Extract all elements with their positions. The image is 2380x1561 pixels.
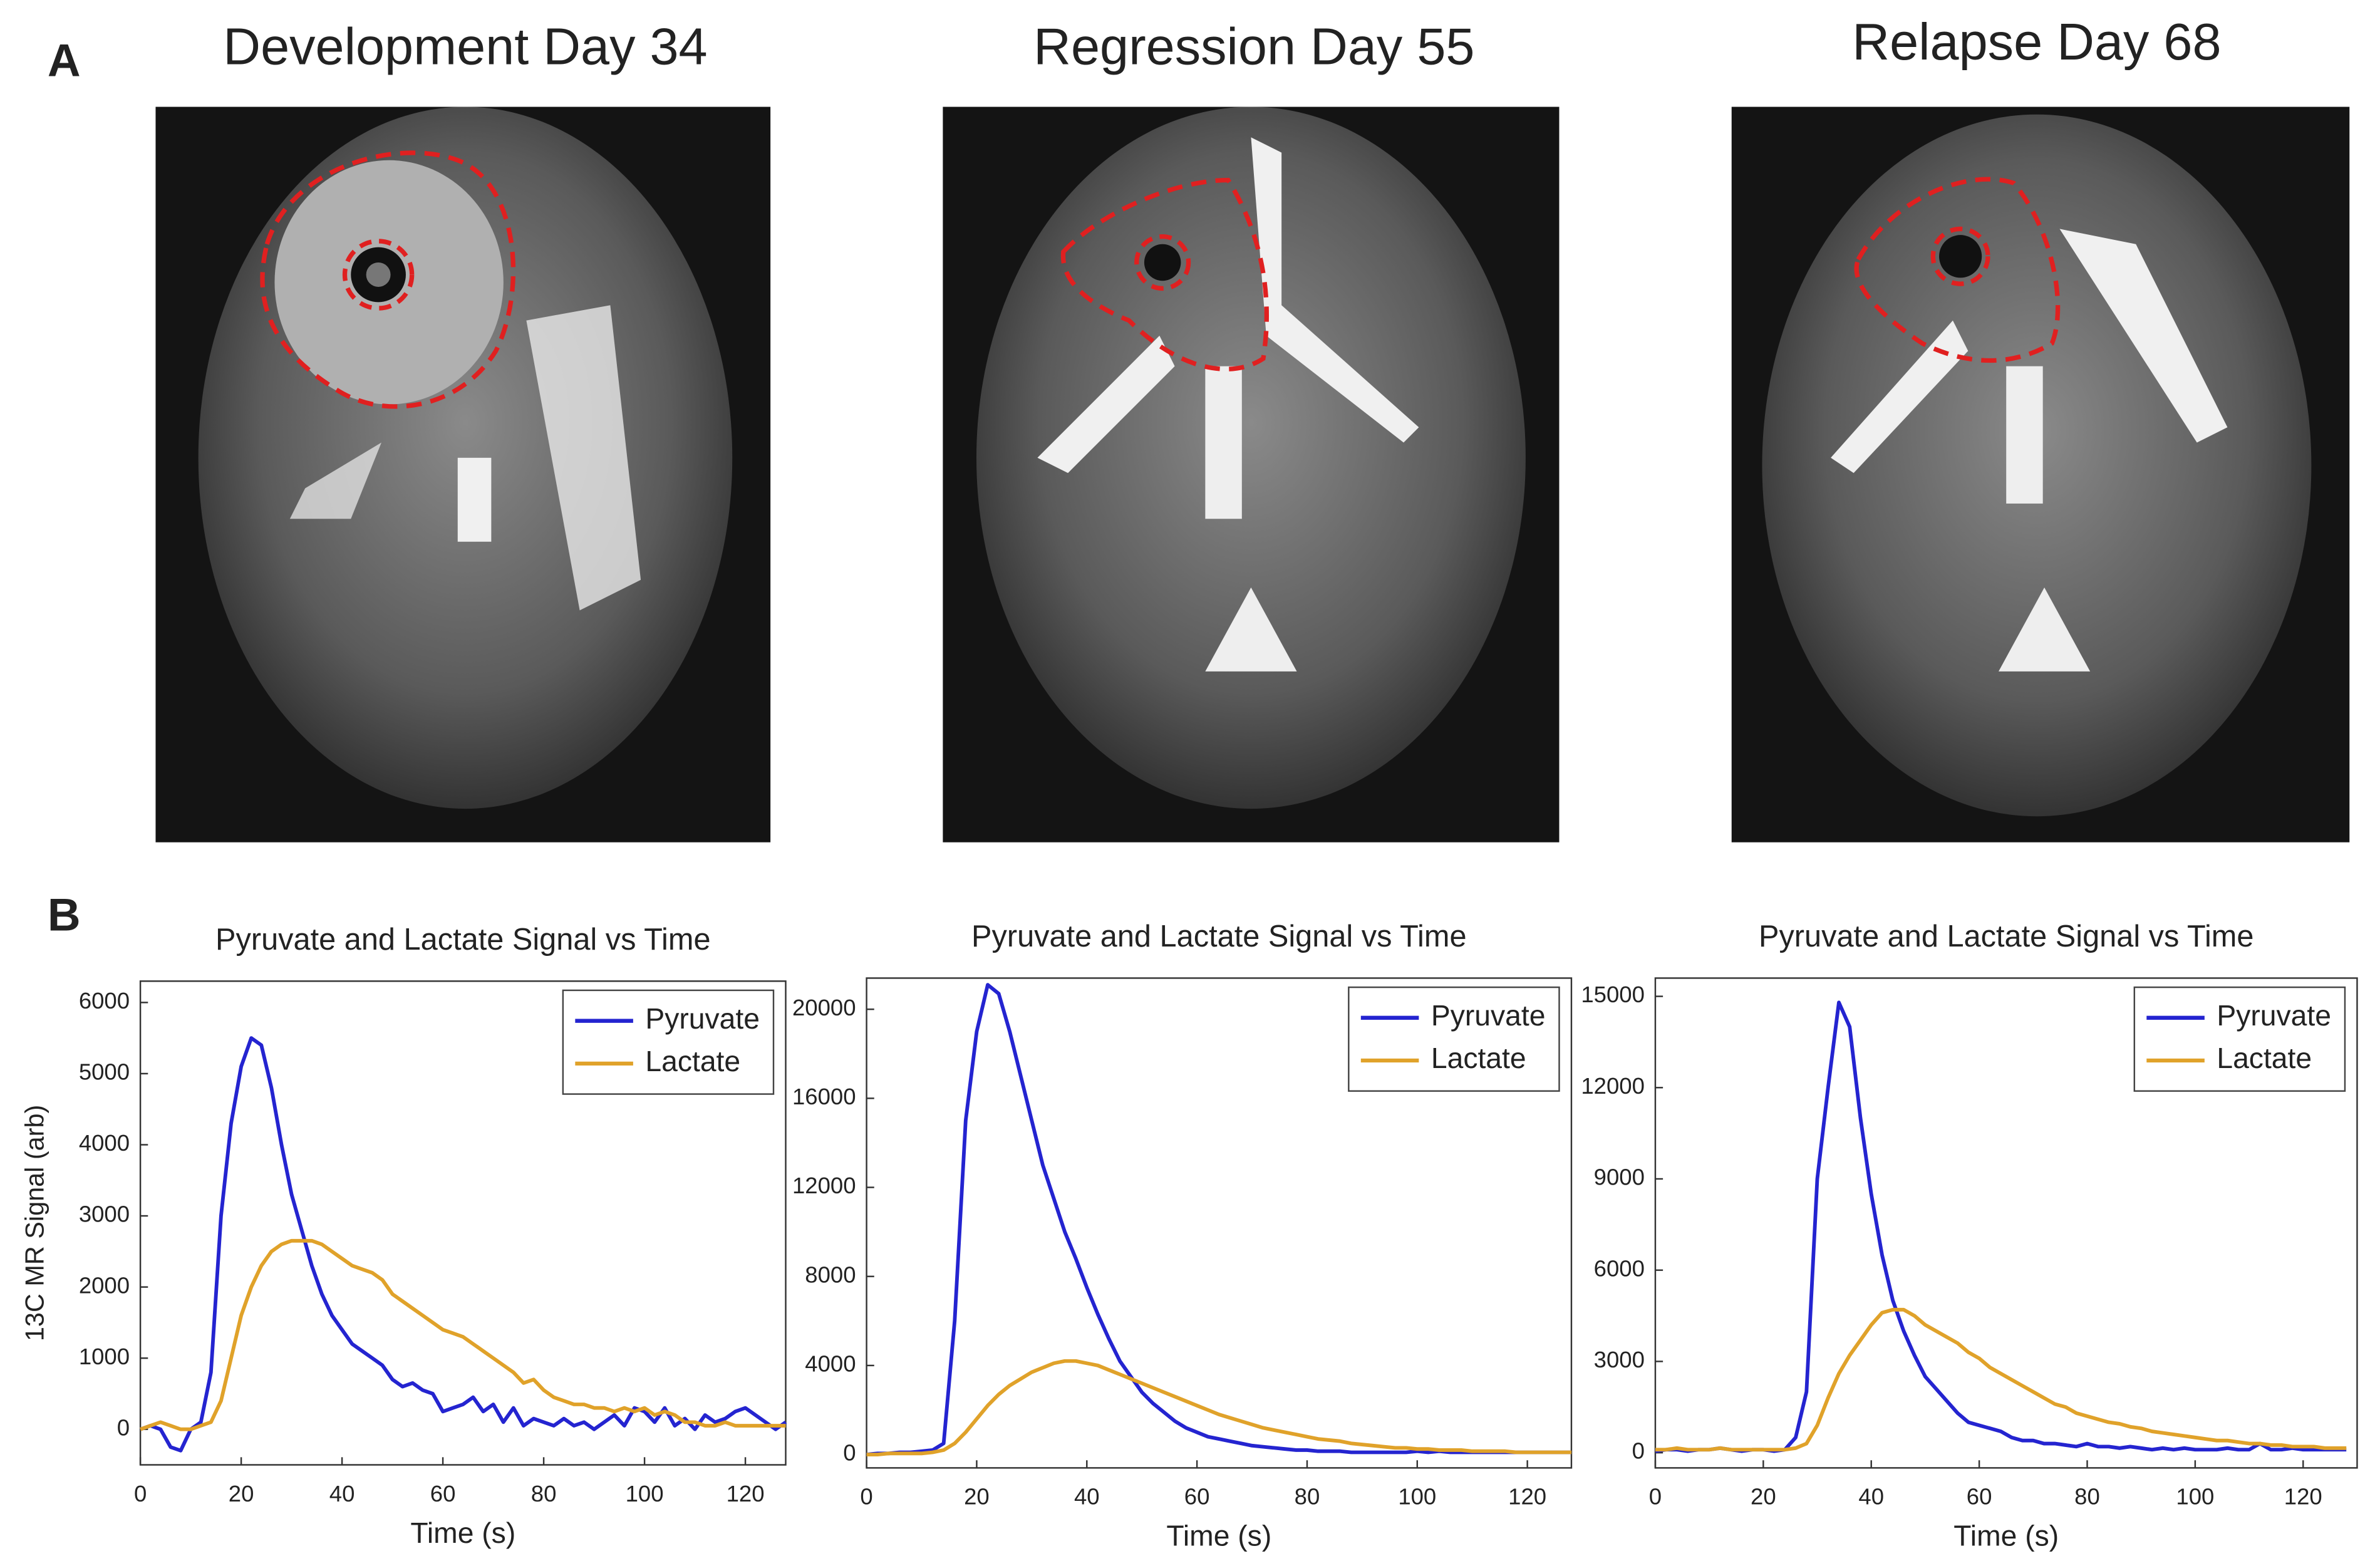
series-line bbox=[140, 1238, 786, 1431]
x-axis-label: Time (s) bbox=[410, 1517, 515, 1549]
y-tick-label: 0 bbox=[1632, 1438, 1645, 1464]
x-tick-label: 60 bbox=[1967, 1484, 1992, 1510]
y-tick-label: 6000 bbox=[1594, 1255, 1645, 1281]
x-tick-label: 120 bbox=[2284, 1484, 2322, 1510]
series-line bbox=[140, 1036, 787, 1453]
legend-label: Lactate bbox=[2217, 1042, 2312, 1074]
x-tick-label: 100 bbox=[626, 1481, 664, 1507]
panel-label: B bbox=[48, 890, 81, 941]
legend-label: Pyruvate bbox=[645, 1002, 760, 1035]
y-tick-label: 16000 bbox=[792, 1084, 856, 1109]
x-axis-label: Time (s) bbox=[1953, 1520, 2059, 1552]
y-tick-label: 2000 bbox=[79, 1272, 130, 1298]
x-tick-label: 40 bbox=[329, 1481, 355, 1507]
series-line bbox=[866, 1359, 1571, 1456]
x-tick-label: 20 bbox=[229, 1481, 254, 1507]
y-tick-label: 0 bbox=[843, 1440, 856, 1466]
legend-box bbox=[562, 989, 775, 1095]
y-tick-label: 4000 bbox=[79, 1130, 130, 1156]
y-tick-label: 12000 bbox=[792, 1173, 856, 1198]
y-tick-label: 3000 bbox=[79, 1201, 130, 1227]
image-title: Development Day 34 bbox=[223, 17, 707, 75]
legend-box bbox=[2133, 986, 2346, 1092]
y-tick-label: 5000 bbox=[79, 1059, 130, 1085]
x-tick-label: 60 bbox=[1184, 1484, 1210, 1510]
y-tick-label: 3000 bbox=[1594, 1347, 1645, 1372]
x-axis-label: Time (s) bbox=[1166, 1520, 1271, 1552]
y-tick-label: 6000 bbox=[79, 988, 130, 1014]
mri-image bbox=[943, 106, 1560, 843]
x-tick-label: 20 bbox=[1751, 1484, 1776, 1510]
x-tick-label: 80 bbox=[531, 1481, 557, 1507]
series-line bbox=[1655, 1307, 2347, 1452]
x-tick-label: 80 bbox=[2074, 1484, 2100, 1510]
legend-label: Pyruvate bbox=[1431, 999, 1546, 1032]
image-title: Regression Day 55 bbox=[1033, 17, 1474, 75]
x-tick-label: 0 bbox=[860, 1484, 872, 1510]
y-tick-label: 4000 bbox=[805, 1351, 856, 1377]
panel-label: A bbox=[48, 36, 81, 86]
legend-box bbox=[1348, 986, 1560, 1092]
x-tick-label: 40 bbox=[1074, 1484, 1100, 1510]
legend-label: Lactate bbox=[1431, 1042, 1526, 1074]
x-tick-label: 120 bbox=[1508, 1484, 1546, 1510]
mri-image bbox=[155, 106, 771, 843]
x-tick-label: 0 bbox=[134, 1481, 147, 1507]
x-tick-label: 100 bbox=[1398, 1484, 1436, 1510]
x-tick-label: 20 bbox=[964, 1484, 990, 1510]
y-axis-label: 13C MR Signal (arb) bbox=[20, 1105, 49, 1341]
x-tick-label: 100 bbox=[2176, 1484, 2214, 1510]
y-tick-label: 20000 bbox=[792, 995, 856, 1020]
x-tick-label: 60 bbox=[430, 1481, 456, 1507]
y-tick-label: 12000 bbox=[1581, 1073, 1645, 1099]
y-tick-label: 1000 bbox=[79, 1344, 130, 1369]
chart-title: Pyruvate and Lactate Signal vs Time bbox=[1759, 920, 2254, 953]
series-line bbox=[866, 983, 1571, 1456]
mri-image bbox=[1731, 106, 2350, 843]
legend-label: Pyruvate bbox=[2217, 999, 2331, 1032]
chart-title: Pyruvate and Lactate Signal vs Time bbox=[215, 923, 711, 957]
legend-label: Lactate bbox=[645, 1045, 740, 1077]
y-tick-label: 0 bbox=[117, 1414, 130, 1440]
chart-title: Pyruvate and Lactate Signal vs Time bbox=[971, 920, 1467, 953]
x-tick-label: 40 bbox=[1858, 1484, 1884, 1510]
x-tick-label: 0 bbox=[1649, 1484, 1662, 1510]
y-tick-label: 9000 bbox=[1594, 1164, 1645, 1190]
y-tick-label: 15000 bbox=[1581, 982, 1645, 1007]
y-tick-label: 8000 bbox=[805, 1262, 856, 1287]
image-title: Relapse Day 68 bbox=[1852, 13, 2221, 71]
x-tick-label: 120 bbox=[727, 1481, 765, 1507]
x-tick-label: 80 bbox=[1295, 1484, 1320, 1510]
